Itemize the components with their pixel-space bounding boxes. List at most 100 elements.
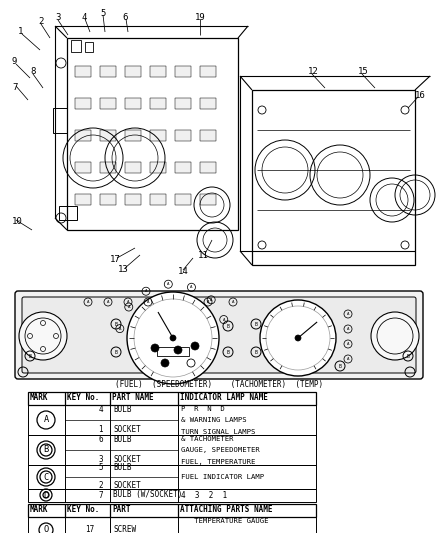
Text: BULB: BULB [113,406,131,415]
Text: C: C [43,472,49,481]
Bar [75,194,91,205]
Text: B: B [115,321,117,327]
Text: 2: 2 [38,18,43,27]
Text: PART NAME: PART NAME [112,393,154,402]
Circle shape [260,300,336,376]
Text: B: B [254,321,258,327]
Text: A: A [347,312,349,316]
Text: 3: 3 [99,456,103,464]
Text: A: A [147,300,149,304]
Bar [28,435,316,465]
Bar [100,194,116,205]
Text: 1: 1 [99,425,103,434]
Text: A: A [167,282,170,286]
Text: 15: 15 [358,68,369,77]
Text: BULB (W/SOCKET): BULB (W/SOCKET) [113,490,182,499]
Bar [28,405,316,435]
Text: BULB: BULB [113,464,131,472]
Bar [125,98,141,109]
Text: 16: 16 [415,91,426,100]
Text: 3: 3 [55,13,60,22]
Bar [75,162,91,173]
Bar [75,98,91,109]
Text: 9: 9 [12,58,18,67]
Text: A: A [119,327,121,330]
Bar [100,66,116,77]
Text: A: A [347,357,349,361]
Bar [175,98,191,109]
Text: KEY No.: KEY No. [67,393,99,402]
Text: GAUGE, SPEEDOMETER: GAUGE, SPEEDOMETER [181,447,260,453]
Bar [150,66,166,77]
Bar [150,162,166,173]
Text: 19: 19 [195,12,206,21]
Text: B: B [43,446,49,455]
Text: 4: 4 [82,12,87,21]
Text: SOCKET: SOCKET [113,456,141,464]
Text: B: B [28,353,32,359]
Bar [150,130,166,141]
Bar [125,130,141,141]
Text: SOCKET: SOCKET [113,425,141,434]
Text: B: B [254,350,258,354]
Circle shape [170,335,176,341]
Bar [100,130,116,141]
Bar [175,66,191,77]
Bar [28,465,316,489]
Text: 6: 6 [99,435,103,445]
Text: INDICATOR LAMP NAME: INDICATOR LAMP NAME [180,393,268,402]
Bar [200,130,216,141]
Circle shape [191,342,199,350]
Text: 8: 8 [30,68,35,77]
Bar [75,130,91,141]
Bar [75,66,91,77]
Bar [150,194,166,205]
Text: D: D [43,490,49,499]
Text: 11: 11 [198,252,209,261]
Text: B: B [406,353,410,359]
Text: A: A [347,327,349,331]
Text: A: A [347,342,349,346]
Bar [28,392,316,405]
Bar [28,489,316,502]
Text: SCREW: SCREW [113,526,136,533]
Text: BULB: BULB [113,435,131,445]
Text: P  R  N  D: P R N D [181,406,225,412]
Text: TURN SIGNAL LAMPS: TURN SIGNAL LAMPS [181,429,255,435]
Text: B: B [226,324,230,328]
Text: 5: 5 [99,464,103,472]
Text: 7: 7 [12,84,18,93]
Text: 14: 14 [178,268,189,277]
Circle shape [295,335,301,341]
Text: 2: 2 [99,481,103,490]
Circle shape [371,312,419,360]
Text: FUEL, TEMPERATURE: FUEL, TEMPERATURE [181,459,255,465]
Circle shape [187,359,195,367]
Bar [71,40,81,52]
Bar [200,66,216,77]
Text: A: A [43,416,49,424]
Bar [125,66,141,77]
Bar [200,162,216,173]
Text: O: O [43,526,49,533]
Bar [157,347,189,356]
Text: A: A [145,289,147,293]
Bar [100,98,116,109]
Text: 7: 7 [99,490,103,499]
Text: A: A [223,318,225,321]
Text: & WARNING LAMPS: & WARNING LAMPS [181,417,247,423]
Bar [175,162,191,173]
Text: 12: 12 [308,68,319,77]
Bar [85,42,93,52]
FancyBboxPatch shape [15,291,423,379]
Text: 13: 13 [118,265,129,274]
Text: 10: 10 [12,217,23,227]
Text: B: B [339,364,342,368]
Text: B: B [115,350,117,354]
Text: 17: 17 [85,526,95,533]
Bar [59,206,77,220]
Text: B: B [226,350,230,354]
Bar [28,517,316,533]
Text: 1: 1 [18,28,23,36]
Text: & TACHOMETER: & TACHOMETER [181,436,233,442]
